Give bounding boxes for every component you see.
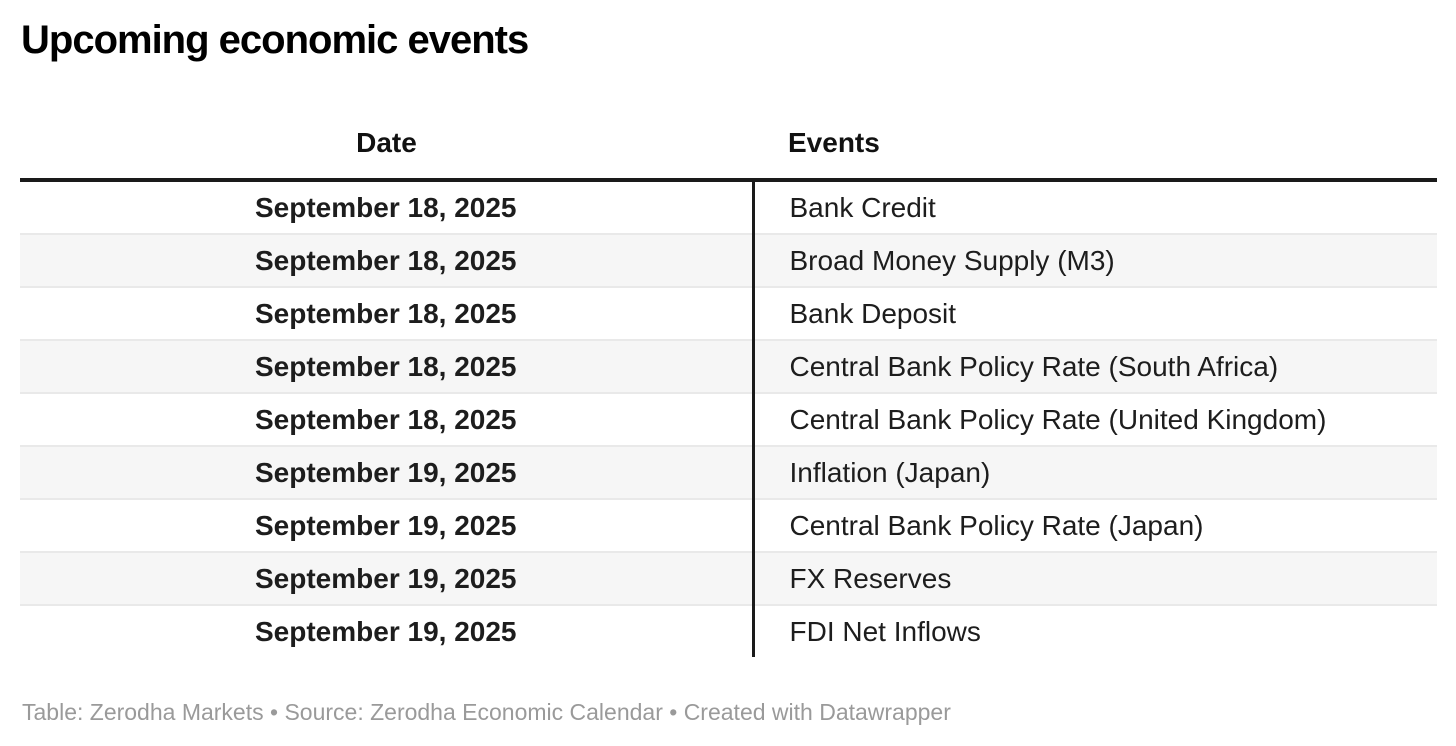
- date-cell: September 18, 2025: [20, 234, 753, 288]
- date-cell: September 18, 2025: [20, 287, 753, 341]
- event-cell: Broad Money Supply (M3): [751, 234, 1437, 288]
- event-cell: Bank Credit: [751, 180, 1437, 235]
- date-cell: September 19, 2025: [20, 499, 753, 553]
- date-cell: September 18, 2025: [20, 340, 753, 394]
- header-row: Date Events: [20, 108, 1437, 182]
- event-cell: Inflation (Japan): [751, 446, 1437, 500]
- event-cell: FX Reserves: [751, 552, 1437, 606]
- date-cell: September 19, 2025: [20, 552, 753, 606]
- page-title: Upcoming economic events: [21, 18, 529, 62]
- date-cell: September 19, 2025: [20, 446, 753, 500]
- column-header-events: Events: [753, 108, 1437, 182]
- table-row: September 19, 2025 Central Bank Policy R…: [20, 499, 1437, 553]
- table-row: September 18, 2025 Bank Credit: [20, 180, 1437, 235]
- table-row: September 18, 2025 Bank Deposit: [20, 287, 1437, 341]
- date-cell: September 18, 2025: [20, 180, 753, 235]
- event-cell: FDI Net Inflows: [751, 605, 1437, 657]
- table-row: September 19, 2025 FX Reserves: [20, 552, 1437, 606]
- event-cell: Central Bank Policy Rate (South Africa): [751, 340, 1437, 394]
- table-row: September 19, 2025 FDI Net Inflows: [20, 605, 1437, 657]
- table-row: September 18, 2025 Broad Money Supply (M…: [20, 234, 1437, 288]
- table-attribution: Table: Zerodha Markets • Source: Zerodha…: [22, 699, 951, 725]
- economic-events-table: Date Events September 18, 2025 Bank Cred…: [20, 108, 1437, 657]
- date-cell: September 18, 2025: [20, 393, 753, 447]
- event-cell: Bank Deposit: [751, 287, 1437, 341]
- table-row: September 18, 2025 Central Bank Policy R…: [20, 393, 1437, 447]
- table-row: September 19, 2025 Inflation (Japan): [20, 446, 1437, 500]
- column-header-date: Date: [20, 108, 753, 182]
- event-cell: Central Bank Policy Rate (Japan): [751, 499, 1437, 553]
- date-cell: September 19, 2025: [20, 605, 753, 657]
- table-row: September 18, 2025 Central Bank Policy R…: [20, 340, 1437, 394]
- event-cell: Central Bank Policy Rate (United Kingdom…: [751, 393, 1437, 447]
